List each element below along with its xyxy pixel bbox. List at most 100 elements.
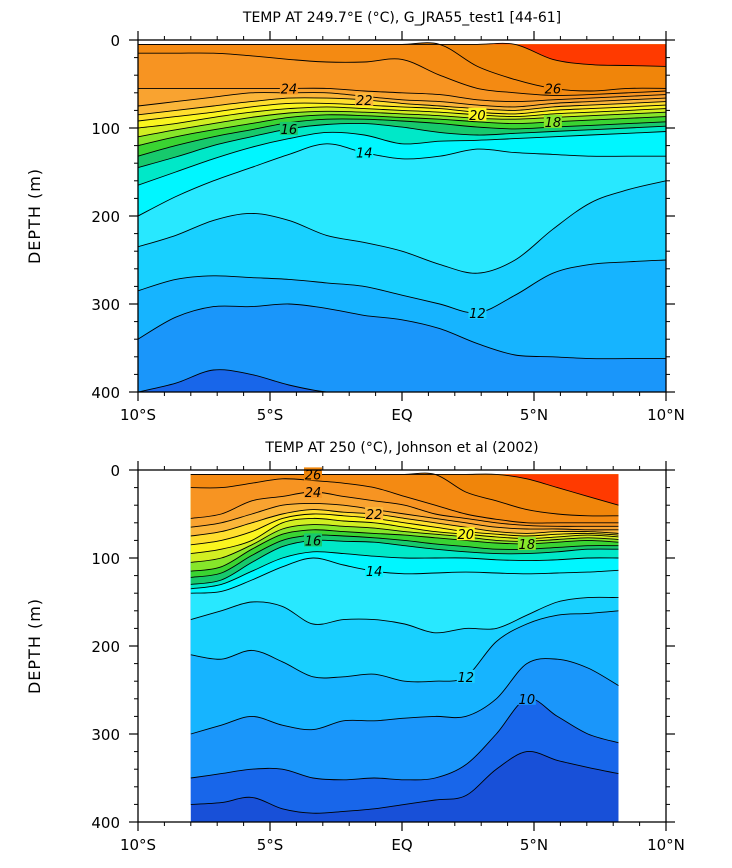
x-tick-label: 5°N [520, 836, 548, 854]
isotherm-11 [190, 658, 619, 735]
x-tick-label: EQ [391, 836, 412, 854]
isotherm-17 [190, 534, 619, 578]
y-tick-label: 0 [110, 32, 120, 50]
contour-label: 16 [281, 123, 298, 138]
y-axis-label: DEPTH (m) [25, 168, 44, 264]
x-tick-label: 10°S [120, 836, 156, 854]
isotherm-16 [138, 122, 666, 169]
isotherm-14 [190, 557, 619, 594]
isotherm-26 [190, 472, 619, 517]
contour-label-bg [365, 507, 384, 520]
isotherm-21 [190, 513, 619, 546]
contour-label: 10 [519, 693, 536, 708]
y-tick-label: 100 [91, 120, 120, 138]
y-tick-label: 400 [91, 384, 120, 402]
y-tick-label: 100 [91, 550, 120, 568]
contour-line-layer [138, 42, 666, 392]
x-tick-label: 5°N [520, 406, 548, 424]
x-tick-label: 10°S [120, 406, 156, 424]
isotherm-22 [138, 97, 666, 116]
isotherm-26 [138, 42, 666, 92]
contour-label: 16 [305, 534, 322, 549]
contour-label: 14 [356, 147, 373, 162]
isotherm-15 [138, 131, 666, 186]
isotherm-17 [138, 118, 666, 157]
isotherm-11 [138, 303, 666, 360]
isotherm-21 [138, 102, 666, 122]
y-tick-label: 200 [91, 208, 120, 226]
contour-label-bg [456, 527, 475, 541]
contour-line-layer [190, 472, 619, 814]
contour-label-bg [303, 533, 322, 547]
isotherm-18 [190, 529, 619, 572]
contour-label: 22 [356, 94, 373, 109]
isotherm-22 [190, 509, 619, 537]
isotherm-10 [190, 698, 619, 781]
contour-label: 12 [469, 307, 486, 322]
x-tick-label: 10°N [647, 406, 685, 424]
isotherm-12 [138, 259, 666, 314]
contour-label: 22 [366, 508, 383, 523]
isotherm-16 [190, 539, 619, 585]
contour-label-bg [355, 92, 374, 106]
isotherm-19 [190, 524, 619, 563]
x-tick-label: EQ [391, 406, 412, 424]
isotherm-14 [138, 143, 666, 217]
chart-title: TEMP AT 250 (°C), Johnson et al (2002) [264, 440, 538, 456]
isotherm-20 [190, 517, 619, 555]
y-axis-label: DEPTH (m) [25, 598, 44, 694]
contour-label: 18 [545, 116, 562, 131]
y-tick-label: 200 [91, 638, 120, 656]
y-tick-label: 400 [91, 814, 120, 832]
x-tick-label: 10°N [647, 836, 685, 854]
contour-band-28 [138, 43, 666, 67]
contour-label: 20 [457, 528, 474, 543]
x-tick-label: 5°S [257, 836, 284, 854]
contour-label-bg [468, 107, 487, 121]
contour-label-bg [279, 81, 298, 95]
isotherm-13 [190, 596, 619, 634]
isotherm-9 [190, 750, 619, 814]
contour-label-bg [543, 81, 562, 95]
isotherm-20 [138, 106, 666, 129]
contour-label: 26 [545, 82, 562, 97]
contour-label-bg [517, 536, 536, 550]
contour-label: 14 [366, 565, 383, 580]
isotherm-23 [190, 502, 619, 531]
contour-label-bg [365, 564, 384, 578]
axis-ticks: 10°S 5°S EQ 5°N 10°N 0 100 200 300 400 [91, 461, 685, 854]
y-tick-label: 300 [91, 296, 120, 314]
contour-label: 12 [457, 671, 474, 686]
contour-band-warm-pool [528, 44, 666, 67]
panel-top: TEMP AT 249.7°E (°C), G_JRA55_test1 [44-… [25, 10, 685, 424]
y-tick-label: 300 [91, 726, 120, 744]
contour-label-bg [517, 691, 536, 705]
axis-ticks: 10°S 5°S EQ 5°N 10°N 0 100 200 300 400 [91, 31, 685, 424]
contour-label: 24 [305, 486, 322, 501]
chart-title: TEMP AT 249.7°E (°C), G_JRA55_test1 [44-… [242, 10, 561, 26]
contour-band-26 [138, 42, 666, 91]
isotherm-13 [138, 180, 666, 274]
contour-fill-layer [190, 473, 619, 822]
contour-label-bg [303, 485, 322, 498]
contour-label-bg [456, 669, 475, 683]
panel-bottom: TEMP AT 250 (°C), Johnson et al (2002) 2… [25, 440, 685, 854]
contour-label: 24 [281, 82, 298, 97]
contour-label-bg [468, 305, 487, 319]
contour-label-bg [279, 121, 298, 135]
isotherm-25 [190, 478, 619, 524]
isotherm-12 [190, 610, 619, 683]
isotherm-24 [138, 87, 666, 103]
contour-label: 20 [469, 109, 486, 124]
contour-label-layer: 24 22 20 18 16 14 12 10 26 [303, 467, 536, 708]
isotherm-25 [138, 52, 666, 96]
isotherm-23 [138, 92, 666, 108]
y-tick-label: 0 [110, 462, 120, 480]
isotherm-24 [190, 491, 619, 527]
isotherm-18 [138, 114, 666, 147]
contour-fill-layer [138, 42, 666, 392]
isotherm-19 [138, 110, 666, 138]
x-tick-label: 5°S [257, 406, 284, 424]
contour-label-bg [543, 114, 562, 128]
